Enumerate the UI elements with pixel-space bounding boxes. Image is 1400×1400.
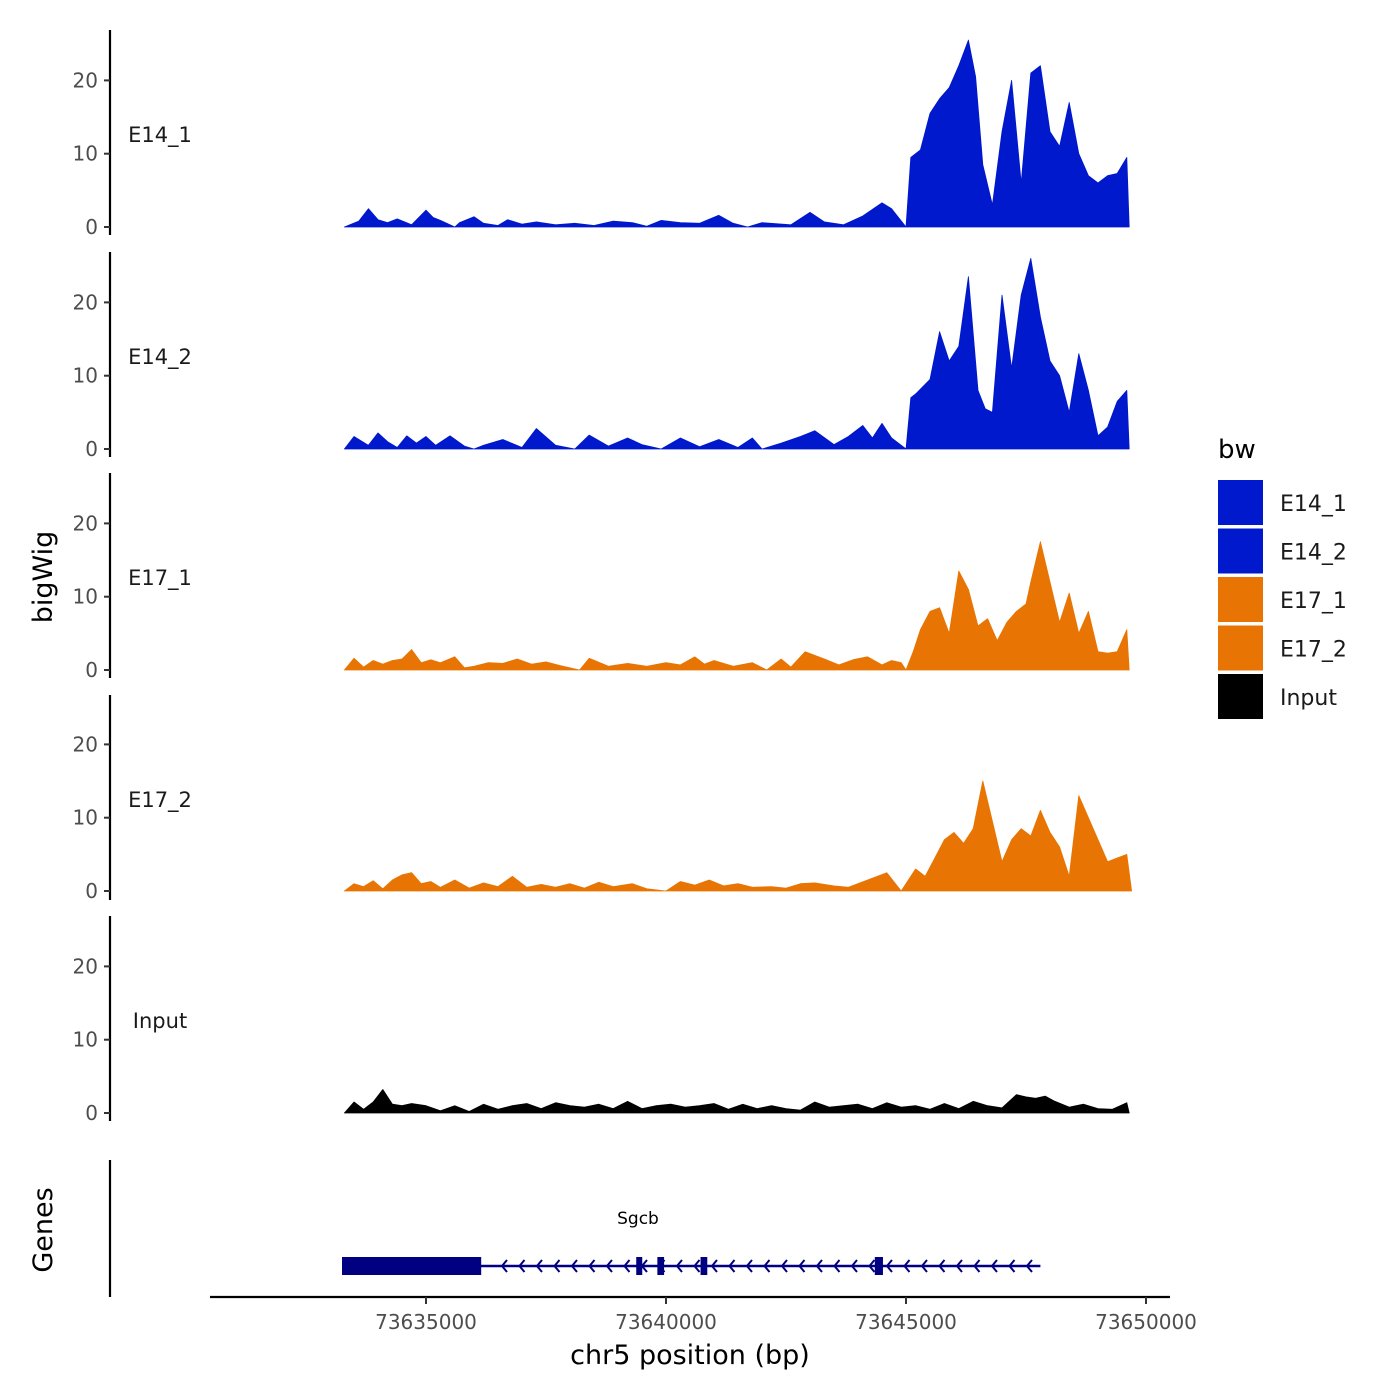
- track-e17-2: 0 10 20 E17_2: [73, 695, 1132, 903]
- strand-arrow: [938, 1259, 946, 1273]
- y-tick-label: 10: [73, 585, 98, 609]
- x-axis-title: chr5 position (bp): [570, 1340, 810, 1371]
- strand-arrow: [553, 1259, 561, 1273]
- y-tick-label: 20: [73, 954, 98, 978]
- exon: [342, 1257, 482, 1275]
- gene-model: Sgcb: [342, 1209, 1041, 1275]
- exon: [657, 1257, 665, 1275]
- y-tick-label: 10: [73, 806, 98, 830]
- signal-tracks: 0 10 20 E14_1 0 10 20 E14_2 0 10 20 E17_1 0 10 20 E17_2…: [73, 30, 1132, 1125]
- y-tick-label: 0: [85, 437, 98, 461]
- legend-item-e17-1: E17_1: [1218, 577, 1347, 622]
- strand-arrow: [623, 1259, 631, 1273]
- strand-arrow: [1025, 1259, 1033, 1273]
- legend-label: E14_1: [1280, 492, 1347, 517]
- genes-axis-title: Genes: [28, 1187, 59, 1272]
- track-e14-2: 0 10 20 E14_2: [73, 252, 1130, 461]
- x-tick-label: 73635000: [375, 1310, 477, 1334]
- legend-swatch: [1218, 674, 1263, 719]
- strand-arrow: [693, 1259, 701, 1273]
- track-label: E14_1: [128, 123, 192, 148]
- signal-area: [344, 1089, 1130, 1114]
- legend-swatch: [1218, 577, 1263, 622]
- legend-label: Input: [1280, 686, 1337, 711]
- y-tick-label: 20: [73, 68, 98, 92]
- legend-swatch: [1218, 625, 1263, 671]
- track-label: Input: [133, 1009, 187, 1033]
- strand-arrow: [885, 1259, 893, 1273]
- y-tick-label: 0: [85, 1101, 98, 1125]
- y-tick-label: 0: [85, 879, 98, 903]
- strand-arrow: [850, 1259, 858, 1273]
- exon: [700, 1257, 708, 1275]
- strand-arrow: [868, 1259, 876, 1273]
- y-tick-label: 10: [73, 364, 98, 388]
- legend: bw E14_1 E14_2 E17_1 E17_2 Input: [1218, 435, 1347, 719]
- strand-arrow: [588, 1259, 596, 1273]
- track-e14-1: 0 10 20 E14_1: [73, 30, 1130, 239]
- strand-arrow: [780, 1259, 788, 1273]
- strand-arrow: [745, 1259, 753, 1273]
- x-tick-label: 73640000: [615, 1310, 717, 1334]
- strand-arrow: [605, 1259, 613, 1273]
- legend-label: E17_1: [1280, 589, 1347, 614]
- legend-swatch: [1218, 480, 1263, 525]
- strand-arrow: [675, 1259, 683, 1273]
- legend-item-input: Input: [1218, 674, 1337, 719]
- strand-arrow: [1008, 1259, 1016, 1273]
- x-tick-label: 73650000: [1095, 1310, 1197, 1334]
- y-axis-title: bigWig: [28, 531, 59, 624]
- x-axis: 73635000 73640000 73645000 73650000: [210, 1295, 1197, 1334]
- signal-area: [344, 258, 1130, 450]
- legend-item-e17-2: E17_2: [1218, 625, 1347, 671]
- strand-arrow: [763, 1259, 771, 1273]
- y-tick-label: 20: [73, 511, 98, 535]
- strand-arrow: [990, 1259, 998, 1273]
- y-tick-label: 10: [73, 1028, 98, 1052]
- genes-panel: Sgcb: [108, 1160, 1041, 1297]
- strand-arrow: [500, 1259, 508, 1273]
- strand-arrow: [973, 1259, 981, 1273]
- gene-label: Sgcb: [617, 1209, 659, 1229]
- strand-arrow: [570, 1259, 578, 1273]
- strand-arrow: [518, 1259, 526, 1273]
- legend-label: E17_2: [1280, 638, 1347, 663]
- track-e17-1: 0 10 20 E17_1: [73, 473, 1130, 682]
- track-input: 0 10 20 Input: [73, 916, 1130, 1125]
- y-tick-label: 0: [85, 215, 98, 239]
- y-tick-label: 10: [73, 142, 98, 166]
- strand-arrow: [920, 1259, 928, 1273]
- legend-item-e14-2: E14_2: [1218, 528, 1347, 574]
- legend-swatch: [1218, 528, 1263, 574]
- exon: [636, 1257, 643, 1275]
- strand-arrow: [535, 1259, 543, 1273]
- legend-label: E14_2: [1280, 541, 1347, 566]
- strand-arrow: [798, 1259, 806, 1273]
- legend-item-e14-1: E14_1: [1218, 480, 1347, 525]
- x-tick-label: 73645000: [855, 1310, 957, 1334]
- strand-arrow: [710, 1259, 718, 1273]
- signal-area: [344, 39, 1130, 228]
- track-label: E14_2: [128, 345, 192, 370]
- signal-area: [344, 541, 1130, 671]
- y-tick-label: 20: [73, 290, 98, 314]
- strand-arrow: [815, 1259, 823, 1273]
- track-label: E17_2: [128, 788, 192, 813]
- strand-arrow: [955, 1259, 963, 1273]
- y-tick-label: 20: [73, 732, 98, 756]
- strand-arrow: [833, 1259, 841, 1273]
- legend-title: bw: [1218, 435, 1256, 465]
- exon: [874, 1257, 883, 1275]
- y-tick-label: 0: [85, 658, 98, 682]
- strand-arrow: [903, 1259, 911, 1273]
- signal-area: [344, 780, 1132, 892]
- track-label: E17_1: [128, 566, 192, 591]
- strand-arrow: [728, 1259, 736, 1273]
